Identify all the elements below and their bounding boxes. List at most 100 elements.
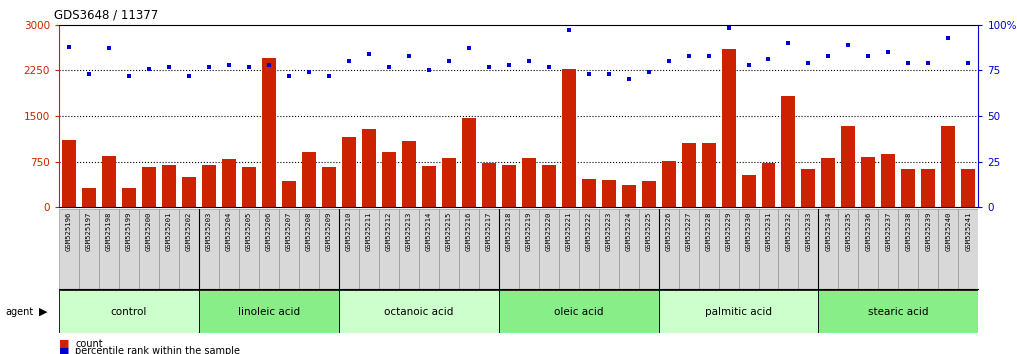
Bar [339,290,498,333]
Bar [939,209,958,289]
Point [761,57,777,62]
Bar [302,152,316,207]
Bar [498,290,659,333]
Text: octanoic acid: octanoic acid [384,307,454,316]
Point [620,76,637,82]
Bar [62,140,76,207]
Bar [642,181,656,207]
Text: GSM525228: GSM525228 [706,212,712,251]
Bar [199,209,219,289]
Point [121,73,137,79]
Text: percentile rank within the sample: percentile rank within the sample [75,346,240,354]
Bar [861,157,876,207]
Text: GSM525214: GSM525214 [426,212,432,251]
Point [161,64,177,69]
Text: GSM525210: GSM525210 [346,212,352,251]
Point [61,44,77,50]
Point [361,51,377,57]
Bar [838,209,858,289]
Bar [79,209,99,289]
Bar [519,209,539,289]
Bar [342,137,356,207]
Point [701,53,717,59]
Point [281,73,297,79]
Point [221,62,237,68]
Bar [781,97,795,207]
Bar [659,209,678,289]
Point [780,40,796,46]
Bar [958,209,978,289]
Text: GSM525215: GSM525215 [445,212,452,251]
Text: linoleic acid: linoleic acid [238,307,300,316]
Bar [719,209,738,289]
Point [881,49,897,55]
Bar [438,209,459,289]
Text: GSM525212: GSM525212 [385,212,392,251]
Point [181,73,197,79]
Text: GSM525235: GSM525235 [845,212,851,251]
Text: ■: ■ [59,346,69,354]
Bar [621,184,636,207]
Text: GSM525227: GSM525227 [685,212,692,251]
Bar [459,209,479,289]
Bar [321,167,336,207]
Text: GSM525222: GSM525222 [586,212,592,251]
Text: GSM525199: GSM525199 [126,212,132,251]
Bar [819,209,838,289]
Bar [259,209,279,289]
Bar [618,209,639,289]
Point [840,42,856,48]
Point [821,53,837,59]
Text: control: control [111,307,147,316]
Point [481,64,497,69]
Bar [59,209,79,289]
Bar [261,58,276,207]
Point [680,53,697,59]
Bar [139,209,159,289]
Point [560,27,577,33]
Text: GSM525218: GSM525218 [505,212,512,251]
Bar [879,209,898,289]
Bar [801,170,816,207]
Bar [299,209,318,289]
Text: GSM525236: GSM525236 [865,212,872,251]
Text: GSM525229: GSM525229 [725,212,731,251]
Text: GSM525201: GSM525201 [166,212,172,251]
Bar [741,175,756,207]
Bar [419,209,438,289]
Text: palmitic acid: palmitic acid [705,307,772,316]
Point [140,66,157,72]
Bar [898,209,918,289]
Bar [882,154,895,207]
Bar [819,290,978,333]
Point [740,62,757,68]
Bar [482,163,495,207]
Point [341,58,357,64]
Text: GSM525211: GSM525211 [366,212,372,251]
Bar [102,156,116,207]
Bar [678,209,699,289]
Bar [639,209,659,289]
Bar [921,169,936,207]
Bar [422,166,435,207]
Bar [539,209,558,289]
Point [540,64,556,69]
Text: GSM525217: GSM525217 [486,212,491,251]
Bar [441,159,456,207]
Bar [162,165,176,207]
Point [301,69,317,75]
Text: GSM525206: GSM525206 [265,212,272,251]
Point [461,46,477,51]
Bar [841,126,855,207]
Bar [279,209,299,289]
Point [380,64,397,69]
Bar [561,69,576,207]
Point [581,71,597,77]
Text: GSM525234: GSM525234 [826,212,832,251]
Bar [599,209,618,289]
Text: GSM525200: GSM525200 [145,212,152,251]
Text: stearic acid: stearic acid [869,307,929,316]
Bar [738,209,759,289]
Bar [122,188,136,207]
Bar [558,209,579,289]
